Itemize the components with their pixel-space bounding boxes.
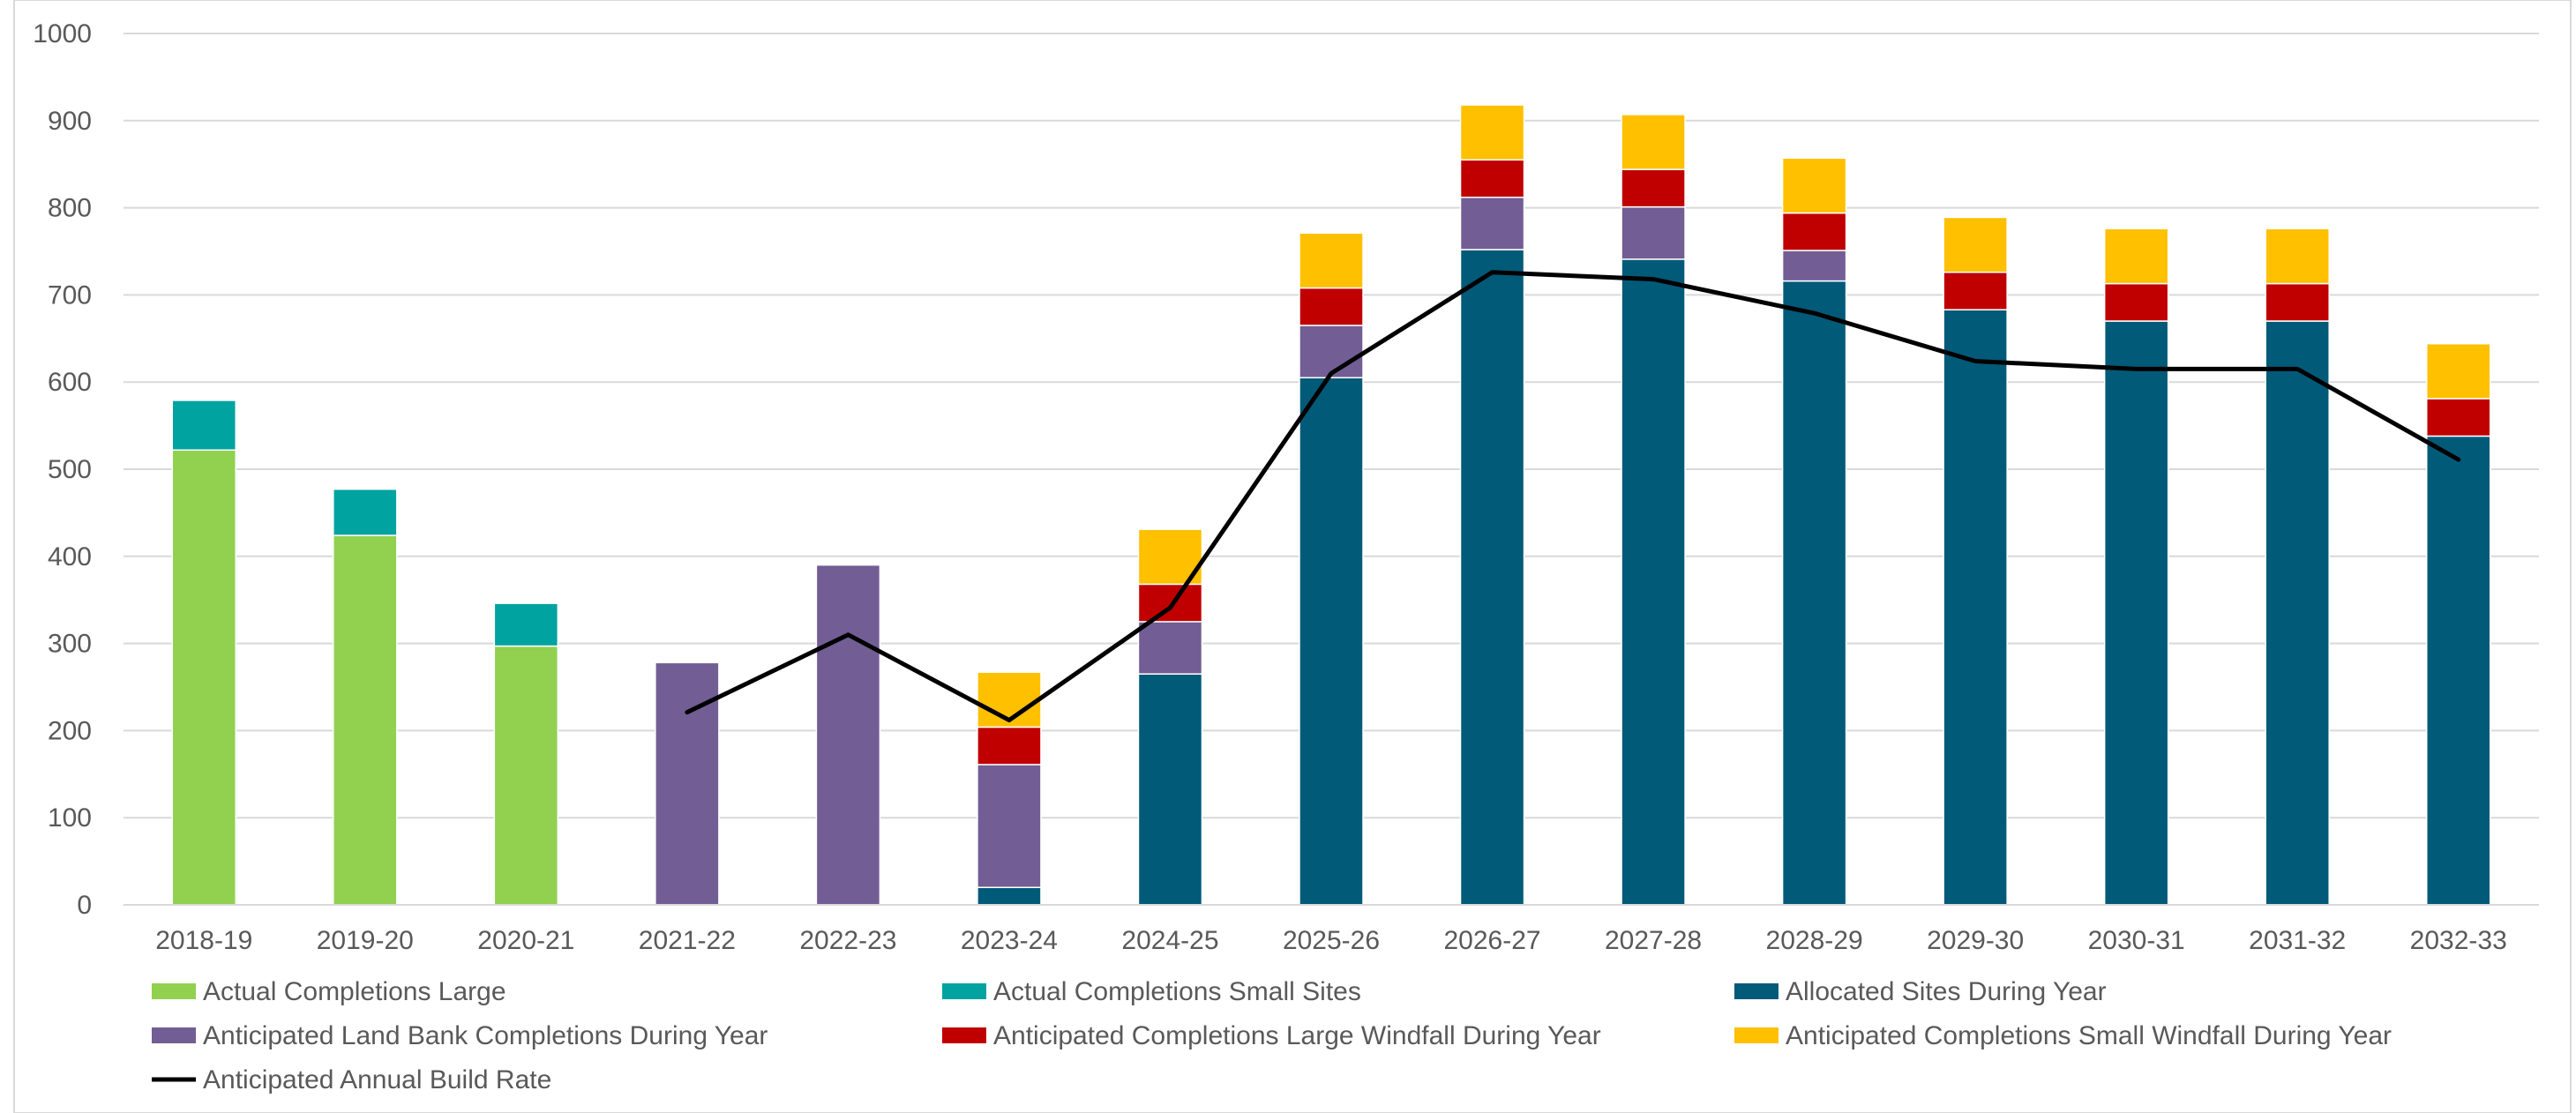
bar-segment-series-5 [1459,104,1525,161]
legend-label: Anticipated Completions Small Windfall D… [1786,1021,2392,1050]
bar-segment-series-5 [2265,228,2330,285]
x-tick-label: 2020-21 [477,926,574,955]
y-tick-label: 100 [48,803,92,833]
bar-segment-series-5 [2103,228,2169,285]
bar-segment-series-3 [1781,250,1847,282]
bar-segment-series-3 [977,764,1042,888]
y-tick-label: 500 [48,455,92,484]
bar-segment-series-4 [1137,583,1203,623]
bar-segment-series-5 [1943,216,2008,273]
bar-segment-series-3 [1621,205,1686,260]
legend-swatch [942,983,986,999]
bar-segment-series-3 [1459,196,1525,250]
x-tick-label: 2019-20 [317,926,414,955]
bar-segment-series-4 [2265,282,2330,322]
bar-segment-series-2 [2103,320,2169,906]
bar-segment-series-1 [493,602,559,647]
bar-segment-series-2 [1621,258,1686,906]
bar-segment-series-4 [1621,168,1686,208]
x-tick-label: 2025-26 [1283,926,1380,955]
y-axis-tick-labels: 0 100 200 300 400 500 600 700 800 900 1000 [33,19,92,920]
bar-segment-series-4 [2425,398,2491,437]
bar-segment-series-5 [1299,232,1364,289]
legend-swatch [1734,1027,1778,1043]
bar-segment-series-4 [1943,271,2008,310]
legend-label: Anticipated Completions Large Windfall D… [993,1021,1601,1050]
bar-segment-series-5 [1781,157,1847,214]
bar-segment-series-0 [171,449,237,906]
bar-segment-series-1 [333,488,398,536]
legend-label: Allocated Sites During Year [1786,977,2107,1006]
build-rate-line [685,270,2461,723]
legend: Actual Completions Large Actual Completio… [152,977,2392,1094]
bar-segment-series-4 [2103,282,2169,322]
legend-label: Actual Completions Large [203,977,506,1006]
x-tick-label: 2024-25 [1121,926,1218,955]
bar-segment-series-3 [655,661,720,906]
x-tick-label: 2032-33 [2410,926,2507,955]
x-tick-label: 2023-24 [961,926,1058,955]
x-tick-label: 2022-23 [799,926,896,955]
bar-segment-series-4 [1299,287,1364,326]
y-tick-label: 900 [48,107,92,136]
bar-segment-series-2 [1137,673,1203,906]
y-tick-label: 1000 [33,19,92,49]
bar-segment-series-4 [1781,212,1847,251]
build-rate-line-group [685,270,2461,723]
x-axis-tick-labels: 2018-19 2019-20 2020-21 2021-22 2022-23 2023-… [155,926,2507,955]
bar-segment-series-2 [977,886,1042,906]
legend-label: Anticipated Land Bank Completions During… [203,1021,768,1050]
legend-swatch [152,983,196,999]
bar-segment-series-3 [1299,325,1364,379]
legend-swatch [1734,983,1778,999]
x-tick-label: 2028-29 [1766,926,1863,955]
x-tick-label: 2026-27 [1443,926,1540,955]
bar-segment-series-5 [2425,342,2491,400]
bar-segment-series-5 [1621,114,1686,170]
x-tick-label: 2030-31 [2088,926,2185,955]
legend-label: Actual Completions Small Sites [993,977,1361,1006]
bar-segment-series-2 [1299,377,1364,906]
bar-segment-series-2 [2425,435,2491,906]
bar-segment-series-2 [2265,320,2330,906]
legend-swatch [942,1027,986,1043]
y-tick-label: 0 [77,891,92,920]
y-tick-label: 400 [48,542,92,571]
bar-segment-series-4 [1459,159,1525,198]
bar-segment-series-0 [333,534,398,906]
x-tick-label: 2021-22 [639,926,736,955]
bar-segment-series-3 [815,564,881,906]
bar-segment-series-1 [171,400,237,452]
legend-swatch [152,1027,196,1043]
x-tick-label: 2027-28 [1605,926,1702,955]
y-tick-label: 700 [48,280,92,310]
legend-label: Anticipated Annual Build Rate [203,1065,551,1094]
y-tick-label: 300 [48,630,92,659]
y-tick-label: 200 [48,716,92,745]
bar-segment-series-3 [1137,621,1203,675]
x-tick-label: 2018-19 [155,926,252,955]
bar-segment-series-2 [1459,249,1525,906]
bars [171,104,2491,906]
bar-segment-series-4 [977,726,1042,766]
y-tick-label: 600 [48,368,92,397]
bar-segment-series-2 [1781,280,1847,906]
bar-segment-series-2 [1943,309,2008,906]
y-tick-label: 800 [48,194,92,223]
bar-segment-series-0 [493,645,559,906]
x-tick-label: 2031-32 [2249,926,2346,955]
x-tick-label: 2029-30 [1927,926,2024,955]
